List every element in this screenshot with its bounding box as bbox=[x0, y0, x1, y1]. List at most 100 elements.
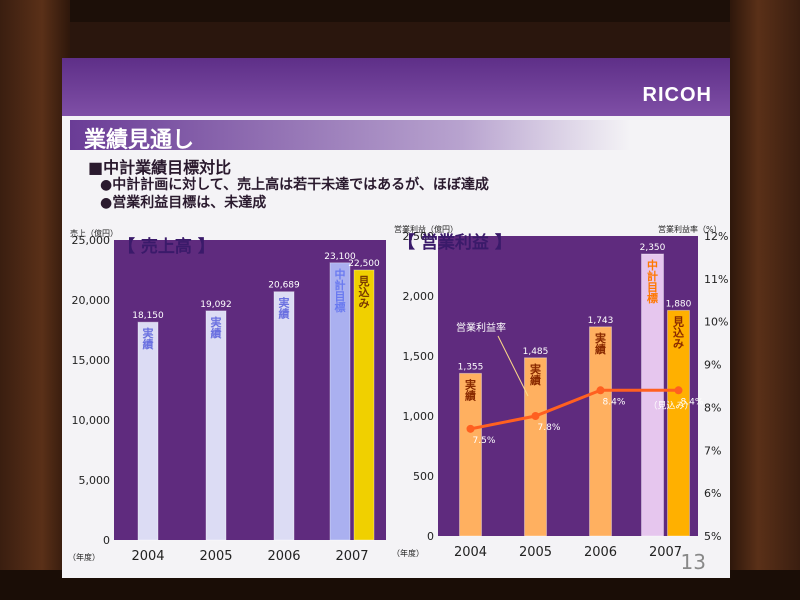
bar-tag-label: 績 bbox=[530, 373, 541, 387]
line-series-label: 営業利益率 bbox=[456, 321, 506, 334]
bar bbox=[524, 357, 547, 537]
bar-tag-label: 計 bbox=[647, 269, 658, 283]
x-tick-label: 2005 bbox=[199, 549, 232, 564]
y-tick-label: 5,000 bbox=[79, 474, 111, 487]
bar-tag-label: 込 bbox=[673, 325, 684, 339]
x-axis-unit: （年度） bbox=[68, 552, 100, 562]
line-series-leader bbox=[497, 335, 529, 397]
bar-tag-label: 績 bbox=[211, 326, 222, 340]
y-axis-label: 売上（億円） bbox=[70, 228, 118, 238]
y-tick-label: 500 bbox=[413, 470, 434, 483]
y2-tick-label: 8% bbox=[704, 401, 721, 414]
x-tick-label: 2006 bbox=[584, 545, 617, 560]
bar bbox=[459, 372, 482, 537]
bullet-sales: ●中計計画に対して、売上高は若干未達ではあるが、ほぼ達成 bbox=[100, 177, 489, 193]
bar-value-label: 20,689 bbox=[268, 281, 300, 291]
y2-tick-label: 10% bbox=[704, 316, 728, 329]
y2-tick-label: 11% bbox=[704, 273, 728, 286]
bar-tag-label: 計 bbox=[335, 278, 346, 292]
bar-value-label: 2,350 bbox=[640, 243, 666, 253]
margin-point bbox=[674, 386, 683, 395]
bar-value-label: 1,880 bbox=[666, 299, 692, 309]
projection-screen: RICOH 業績見通し ■中計業績目標対比 ●中計計画に対して、売上高は若干未達… bbox=[62, 58, 730, 578]
margin-point-note: （見込み） bbox=[649, 400, 694, 411]
x-axis-unit: （年度） bbox=[392, 548, 424, 558]
y2-tick-label: 7% bbox=[704, 444, 721, 457]
bar-tag-label: 績 bbox=[279, 307, 290, 321]
y-tick-label: 1,000 bbox=[403, 410, 435, 423]
y2-tick-label: 5% bbox=[704, 530, 721, 543]
y-tick-label: 20,000 bbox=[72, 294, 111, 307]
y-tick-label: 2,500 bbox=[403, 230, 435, 243]
wall-right bbox=[730, 0, 800, 600]
ricoh-logo: RICOH bbox=[642, 84, 712, 106]
bar-tag-label: 績 bbox=[143, 337, 154, 351]
x-tick-label: 2006 bbox=[267, 549, 300, 564]
bar bbox=[667, 309, 690, 537]
bar-tag-label: み bbox=[359, 297, 370, 310]
y-tick-label: 1,500 bbox=[403, 350, 435, 363]
bar bbox=[137, 321, 159, 541]
y-tick-label: 25,000 bbox=[72, 234, 111, 247]
margin-point-label: 8.4% bbox=[603, 397, 626, 407]
wall-left bbox=[0, 0, 70, 600]
bar-tag-label: 中 bbox=[647, 258, 658, 272]
margin-point-label: 8.4% bbox=[681, 397, 704, 407]
bar bbox=[641, 253, 664, 537]
bar-tag-label: 見 bbox=[358, 275, 370, 288]
bar-tag-label: 目 bbox=[647, 281, 658, 294]
page-number: 13 bbox=[680, 550, 706, 574]
bar-tag-label: 標 bbox=[647, 291, 658, 305]
bar bbox=[329, 262, 351, 541]
y2-tick-label: 6% bbox=[704, 487, 721, 500]
bar-tag-label: 実 bbox=[595, 331, 606, 345]
bar-value-label: 19,092 bbox=[200, 300, 232, 310]
bar-tag-label: 目 bbox=[335, 290, 346, 303]
x-tick-label: 2007 bbox=[335, 549, 368, 564]
x-tick-label: 2004 bbox=[454, 545, 487, 560]
margin-point bbox=[596, 386, 605, 395]
x-tick-label: 2004 bbox=[131, 549, 164, 564]
section-heading: ■中計業績目標対比 bbox=[88, 158, 232, 177]
bar-value-label: 1,355 bbox=[458, 362, 484, 372]
bar-tag-label: み bbox=[673, 337, 684, 350]
y2-tick-label: 12% bbox=[704, 230, 728, 243]
bar-value-label: 18,150 bbox=[132, 311, 164, 321]
y-axis-label: 営業利益（億円） bbox=[394, 224, 458, 234]
margin-point-label: 7.8% bbox=[538, 423, 561, 433]
bar-tag-label: 中 bbox=[335, 267, 346, 281]
x-tick-label: 2005 bbox=[519, 545, 552, 560]
y-tick-label: 0 bbox=[103, 534, 110, 547]
y-tick-label: 10,000 bbox=[72, 414, 111, 427]
bullet-profit: ●営業利益目標は、未達成 bbox=[100, 195, 267, 211]
bar bbox=[589, 326, 612, 537]
margin-point-label: 7.5% bbox=[473, 436, 496, 446]
slide-title: 業績見通し bbox=[84, 128, 195, 153]
bar-tag-label: 績 bbox=[595, 342, 606, 356]
bar-tag-label: 実 bbox=[530, 362, 541, 376]
ceiling bbox=[0, 0, 800, 22]
bar bbox=[205, 310, 227, 541]
y-tick-label: 15,000 bbox=[72, 354, 111, 367]
bar-value-label: 23,100 bbox=[324, 252, 356, 262]
bar-tag-label: 実 bbox=[211, 315, 222, 329]
bar-tag-label: 実 bbox=[465, 377, 476, 391]
bar-value-label: 22,500 bbox=[348, 259, 380, 269]
bar bbox=[353, 269, 375, 541]
bar-tag-label: 見 bbox=[672, 315, 684, 328]
slide-header-bar bbox=[62, 58, 730, 116]
chart-title: 【 営業利益 】 bbox=[398, 232, 512, 253]
title-band bbox=[70, 120, 630, 150]
bar-tag-label: 標 bbox=[335, 300, 346, 314]
bar-tag-label: 実 bbox=[279, 296, 290, 310]
x-tick-label: 2007 bbox=[649, 545, 682, 560]
bar-tag-label: 績 bbox=[465, 388, 476, 402]
bar bbox=[273, 291, 295, 541]
chart-title: 【 売上高 】 bbox=[118, 236, 215, 257]
bar-value-label: 1,485 bbox=[523, 347, 549, 357]
y-tick-label: 2,000 bbox=[403, 290, 435, 303]
bar-value-label: 1,743 bbox=[588, 316, 614, 326]
margin-line bbox=[470, 388, 679, 431]
